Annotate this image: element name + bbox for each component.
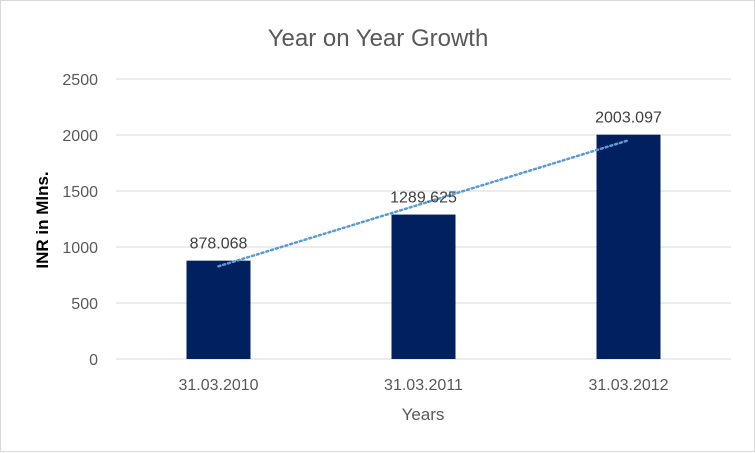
y-axis-ticks: 0 500 1000 1500 2000 2500 xyxy=(62,72,98,369)
data-label: 878.068 xyxy=(190,236,248,253)
data-labels: 878.068 1289.625 2003.097 xyxy=(190,110,662,253)
x-tick-label: 31.03.2011 xyxy=(384,377,463,394)
chart-title: Year on Year Growth xyxy=(268,25,489,52)
data-label: 1289.625 xyxy=(390,190,457,207)
y-tick-label: 1500 xyxy=(62,184,98,201)
bars xyxy=(186,134,661,359)
bar xyxy=(391,214,456,359)
x-tick-label: 31.03.2010 xyxy=(178,377,258,394)
data-label: 2003.097 xyxy=(595,110,662,127)
y-tick-label: 2500 xyxy=(62,72,98,89)
x-axis-ticks: 31.03.2010 31.03.2011 31.03.2012 xyxy=(178,377,668,394)
y-tick-label: 0 xyxy=(89,352,98,369)
bar xyxy=(186,260,251,359)
y-tick-label: 1000 xyxy=(62,240,98,257)
x-axis-title: Years xyxy=(402,405,445,424)
y-tick-label: 500 xyxy=(71,296,98,313)
x-tick-label: 31.03.2012 xyxy=(588,377,668,394)
y-axis-title: INR in Mlns. xyxy=(33,171,52,268)
trendline-line xyxy=(217,139,630,268)
trendline xyxy=(217,139,630,268)
bar xyxy=(596,134,661,359)
y-tick-label: 2000 xyxy=(62,128,98,145)
